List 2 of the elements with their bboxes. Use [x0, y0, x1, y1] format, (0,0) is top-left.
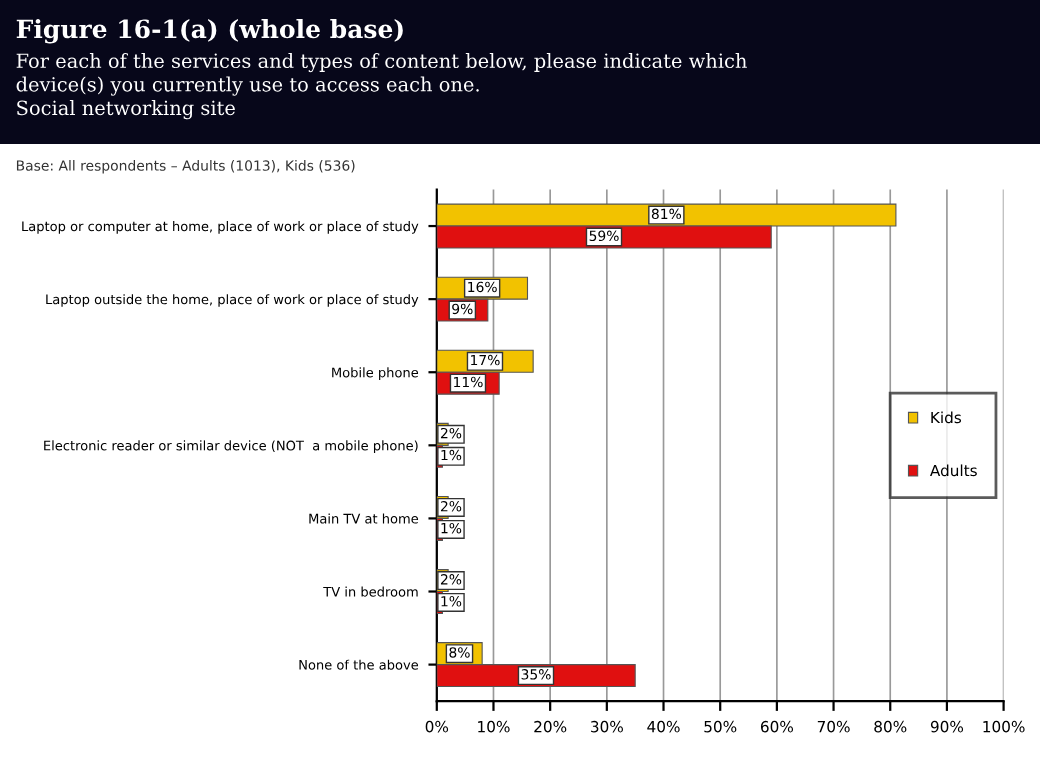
chart-subtitle: For each of the services and types of content below, please indicate which device(s) you currently use to access each one. Social networking site [16, 53, 747, 120]
text: Figure 16-1(a) (whole base) [16, 18, 403, 44]
